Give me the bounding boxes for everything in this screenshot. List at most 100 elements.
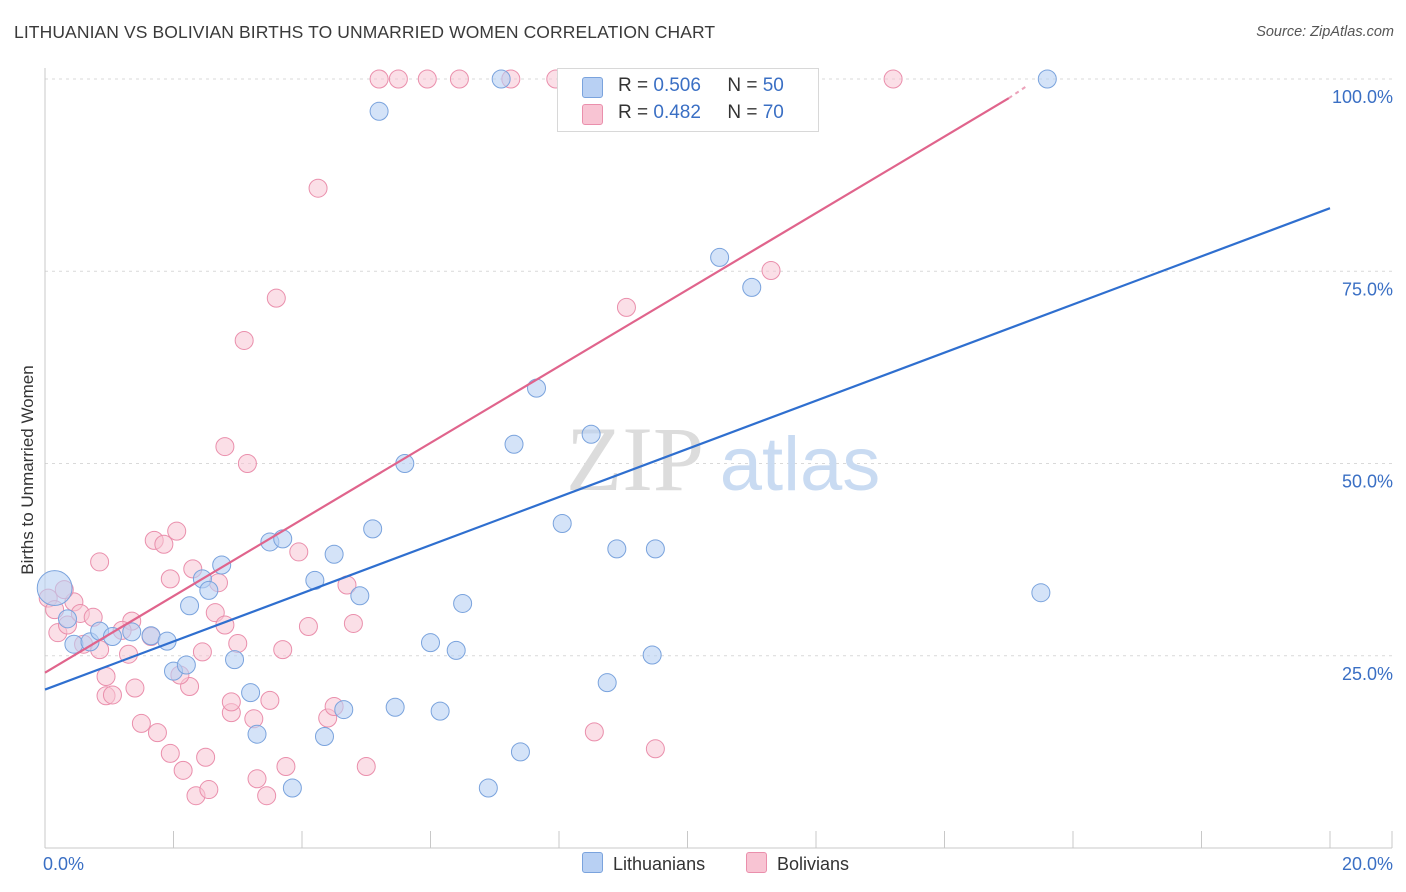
n-label: N = — [727, 75, 758, 96]
lithuanians-point — [141, 626, 161, 646]
bolivians-point — [761, 260, 781, 280]
bolivians-point — [356, 756, 376, 776]
bolivians-r-value: 0.482 — [653, 102, 701, 123]
lithuanians-point — [102, 627, 122, 647]
bolivians-point — [308, 178, 328, 198]
bolivians-point — [260, 690, 280, 710]
source-label: Source: ZipAtlas.com — [1256, 24, 1394, 40]
lithuanians-point — [180, 596, 200, 616]
bolivians-point — [266, 288, 286, 308]
lithuanians-point — [478, 778, 498, 798]
x-tick-label: 20.0% — [1342, 854, 1393, 874]
lithuanians-point — [710, 247, 730, 267]
y-tick-label: 75.0% — [1342, 279, 1393, 299]
lithuanians-point — [199, 580, 219, 600]
lithuanians-trend-line — [44, 207, 1331, 691]
lithuanians-point — [581, 424, 601, 444]
bolivians-point — [131, 713, 151, 733]
lithuanians-point — [314, 726, 334, 746]
bolivians-trend-extension — [1008, 84, 1029, 100]
lithuanians-point — [421, 633, 440, 653]
bolivians-point — [417, 69, 437, 89]
lithuanians-point — [597, 673, 617, 693]
bolivians-point — [388, 69, 408, 89]
bolivians-point — [343, 613, 363, 633]
bolivians-point — [167, 521, 187, 541]
lithuanians-point — [1037, 69, 1057, 89]
lithuanians-point — [491, 69, 511, 89]
bolivians-point — [125, 678, 145, 698]
lithuanians-point — [57, 609, 77, 629]
bolivians-point — [102, 685, 122, 705]
bolivians-point — [298, 617, 318, 637]
bolivians-point — [276, 756, 296, 776]
bolivians-point — [173, 760, 193, 780]
bolivians-point — [160, 743, 180, 763]
bolivians-point — [273, 640, 293, 660]
bolivians-point — [147, 723, 167, 743]
r-label: R = — [618, 102, 649, 123]
legend-item-lithuanians: Lithuanians — [582, 852, 705, 875]
lithuanians-point — [504, 434, 524, 454]
lithuanians-point — [282, 778, 302, 798]
bolivians-trend-line — [44, 97, 1010, 674]
bolivians-point — [90, 552, 110, 572]
bolivians-point — [192, 642, 212, 662]
trend-lines — [44, 84, 1331, 691]
bolivians-point — [883, 69, 903, 89]
bolivians-point — [196, 747, 216, 767]
tick-labels: 25.0% 50.0% 75.0% 100.0% 0.0% 20.0% — [43, 87, 1393, 874]
r-label: R = — [618, 75, 649, 96]
lithuanians-point — [247, 724, 267, 744]
bolivians-legend-swatch — [746, 852, 767, 873]
lithuanians-point — [385, 697, 405, 717]
lithuanians-points — [36, 69, 1057, 798]
zipatlas-watermark: ZIP atlas — [566, 408, 880, 510]
bolivians-point — [645, 739, 665, 759]
x-tick-label: 0.0% — [43, 854, 84, 874]
bolivians-point — [215, 437, 235, 457]
lithuanians-point — [334, 700, 354, 720]
lithuanians-point — [642, 645, 662, 665]
lithuanians-point — [1031, 583, 1051, 603]
lithuanians-point — [645, 539, 665, 559]
lithuanians-point — [122, 622, 142, 642]
y-tick-label: 25.0% — [1342, 664, 1393, 684]
bolivians-point — [616, 297, 636, 317]
chart-title: LITHUANIAN VS BOLIVIAN BIRTHS TO UNMARRI… — [14, 22, 716, 42]
gridlines — [45, 78, 1392, 657]
lithuanians-point — [552, 513, 572, 533]
axes — [44, 68, 1393, 849]
lithuanians-point — [324, 544, 344, 564]
bolivians-swatch — [582, 104, 603, 125]
lithuanians-point — [350, 586, 370, 606]
bolivians-point — [449, 69, 469, 89]
lithuanians-point — [176, 655, 196, 675]
bolivians-point — [228, 633, 248, 653]
bolivians-point — [584, 722, 604, 742]
bolivians-point — [369, 69, 389, 89]
lithuanians-point — [430, 701, 450, 721]
lithuanians-r-value: 0.506 — [653, 75, 701, 96]
lithuanians-swatch — [582, 77, 603, 98]
bolivians-point — [237, 454, 257, 473]
bolivians-point — [154, 534, 174, 554]
correlation-legend: R = 0.506 N = 50 R = 0.482 N = 70 — [557, 68, 819, 132]
bolivians-point — [160, 569, 180, 589]
lithuanians-n-value: 50 — [762, 75, 784, 96]
bolivians-point — [199, 780, 219, 800]
lithuanians-point — [36, 570, 73, 606]
legend-item-bolivians: Bolivians — [746, 852, 849, 875]
bolivians-point — [289, 542, 309, 562]
lithuanians-point — [446, 640, 466, 660]
lithuanians-legend-swatch — [582, 852, 603, 873]
y-tick-label: 50.0% — [1342, 472, 1393, 492]
lithuanians-point — [225, 650, 245, 670]
lithuanians-point — [510, 742, 530, 762]
bolivians-point — [244, 709, 264, 729]
lithuanians-point — [363, 519, 383, 539]
bolivians-point — [234, 330, 254, 350]
lithuanians-point — [527, 378, 547, 398]
bolivians-point — [247, 769, 267, 789]
